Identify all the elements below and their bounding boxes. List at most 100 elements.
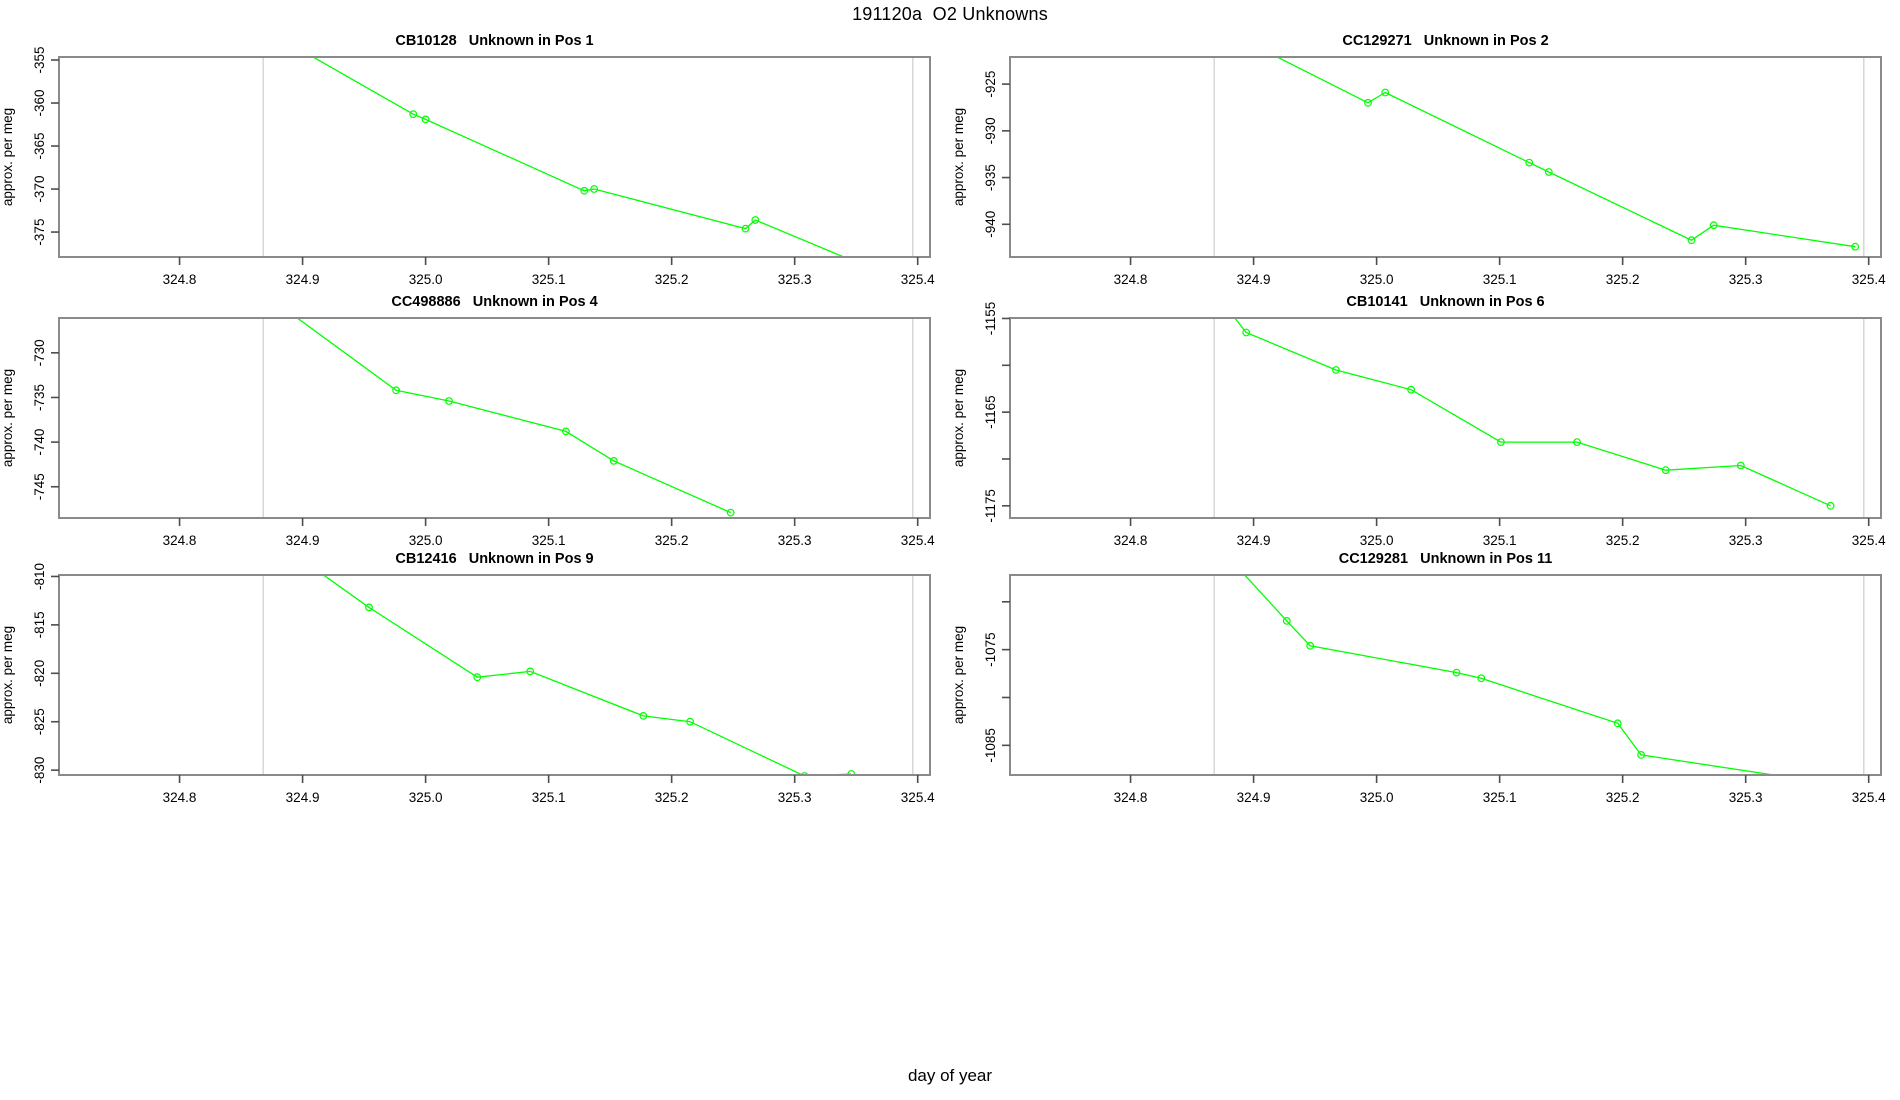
- data-point-marker: [1613, 719, 1622, 728]
- data-line: [1233, 318, 1831, 507]
- data-point-marker: [1661, 466, 1670, 475]
- x-tick-label: 325.4: [901, 790, 935, 805]
- data-point-marker: [800, 772, 809, 775]
- subplot-CC129281: 324.8 324.9 325.0 325.1 325.2 325.3 325.4 -1075…: [951, 551, 1886, 805]
- x-axis-label: day of year: [907, 1066, 993, 1085]
- data-point-marker: [1826, 501, 1835, 510]
- data-line: [322, 575, 852, 775]
- data-point-marker: [609, 456, 618, 465]
- subplot-CC129271: 324.8 324.9 325.0 325.1 325.2 325.3 325.4 -925 -…: [951, 33, 1886, 287]
- data-point-marker: [1332, 366, 1340, 374]
- data-point-marker: [1544, 168, 1553, 176]
- x-tick-label: 325.3: [778, 272, 812, 287]
- x-tick-label: 325.1: [532, 533, 566, 548]
- x-tick-label: 325.4: [1852, 533, 1886, 548]
- y-tick-label: -830: [32, 757, 47, 784]
- x-tick-label: 325.3: [1729, 272, 1763, 287]
- y-tick-label: -745: [32, 473, 47, 500]
- y-axis-label: approx. per meg: [0, 369, 15, 467]
- series-CB10141: [1233, 318, 1835, 510]
- plot-box: [58, 317, 931, 519]
- data-point-marker: [751, 216, 760, 224]
- series-CC129281: [1243, 575, 1778, 775]
- subplot-CC498886: 324.8 324.9 325.0 325.1 325.2 325.3 325.4 -730 -…: [0, 294, 935, 548]
- x-tick-label: 325.2: [1606, 790, 1640, 805]
- x-tick-label: 325.1: [1483, 272, 1517, 287]
- subplot-title: CC129281 Unknown in Pos 11: [1339, 551, 1553, 567]
- y-tick-label: -360: [32, 90, 47, 117]
- plot-box: [1009, 574, 1882, 776]
- x-tick-label: 324.9: [286, 790, 320, 805]
- series-CC498886: [296, 318, 735, 517]
- data-point-marker: [1525, 158, 1534, 167]
- x-tick-label: 325.3: [778, 533, 812, 548]
- data-point-marker: [562, 427, 570, 436]
- data-point-marker: [1242, 328, 1251, 337]
- series-CB12416: [322, 575, 856, 775]
- data-point-marker: [392, 386, 401, 395]
- data-point-marker: [1497, 438, 1505, 447]
- data-point-marker: [1381, 88, 1390, 97]
- x-tick-label: 325.2: [1606, 533, 1640, 548]
- data-line: [1275, 57, 1856, 248]
- y-tick-label: -810: [32, 563, 47, 590]
- subplot-title: CB10128 Unknown in Pos 1: [395, 33, 593, 49]
- data-point-marker: [1736, 461, 1745, 470]
- y-tick-label: -935: [983, 164, 998, 191]
- data-line: [296, 318, 731, 514]
- data-point-marker: [409, 110, 418, 119]
- data-point-marker: [1709, 221, 1718, 230]
- y-tick-label: -940: [983, 211, 998, 238]
- y-tick-label: -355: [32, 46, 47, 73]
- data-point-marker: [1364, 98, 1372, 107]
- x-tick-label: 325.4: [901, 533, 935, 548]
- y-tick-label: -730: [32, 339, 47, 366]
- y-axis-label: approx. per meg: [951, 626, 966, 724]
- data-point-marker: [1687, 236, 1696, 245]
- data-point-marker: [847, 770, 856, 775]
- y-tick-label: -815: [32, 611, 47, 638]
- y-tick-label: -740: [32, 429, 47, 456]
- y-tick-label: -370: [32, 176, 47, 203]
- x-tick-label: 325.2: [655, 533, 689, 548]
- figure-title: 191120a O2 Unknowns: [852, 4, 1048, 24]
- x-tick-label: 325.0: [1360, 272, 1394, 287]
- x-tick-label: 324.8: [163, 272, 197, 287]
- data-point-marker: [1573, 438, 1581, 447]
- x-tick-label: 324.9: [1237, 533, 1271, 548]
- subplot-title: CC129271 Unknown in Pos 2: [1342, 33, 1548, 49]
- x-tick-label: 324.9: [286, 533, 320, 548]
- x-tick-label: 324.8: [1114, 533, 1148, 548]
- data-point-marker: [421, 115, 430, 124]
- x-tick-label: 325.4: [1852, 790, 1886, 805]
- x-tick-label: 325.2: [655, 272, 689, 287]
- x-tick-label: 324.9: [1237, 790, 1271, 805]
- x-tick-label: 325.3: [1729, 533, 1763, 548]
- data-point-marker: [473, 673, 482, 682]
- series-CC129271: [1275, 57, 1860, 251]
- plot-box: [58, 574, 931, 776]
- y-axis-label: approx. per meg: [0, 108, 15, 206]
- data-point-marker: [1306, 641, 1315, 650]
- x-tick-label: 325.3: [1729, 790, 1763, 805]
- y-tick-label: -820: [32, 660, 47, 687]
- data-point-marker: [590, 185, 598, 193]
- data-point-marker: [726, 508, 735, 517]
- y-tick-label: -1075: [983, 632, 998, 667]
- data-line: [1243, 575, 1778, 775]
- y-tick-label: -375: [32, 219, 47, 246]
- subplot-CB12416: 324.8 324.9 325.0 325.1 325.2 325.3 325.4 -810 -…: [0, 551, 935, 805]
- y-tick-label: -1155: [983, 302, 998, 336]
- data-point-marker: [1851, 242, 1860, 251]
- x-tick-label: 325.4: [901, 272, 935, 287]
- y-tick-label: -925: [983, 71, 998, 98]
- y-tick-label: -365: [32, 133, 47, 160]
- y-tick-label: -930: [983, 117, 998, 144]
- x-tick-label: 325.0: [409, 790, 443, 805]
- x-tick-label: 325.0: [1360, 533, 1394, 548]
- y-tick-label: -1085: [983, 728, 998, 763]
- x-tick-label: 325.0: [409, 272, 443, 287]
- data-point-marker: [639, 711, 648, 720]
- y-tick-label: -1175: [983, 489, 998, 523]
